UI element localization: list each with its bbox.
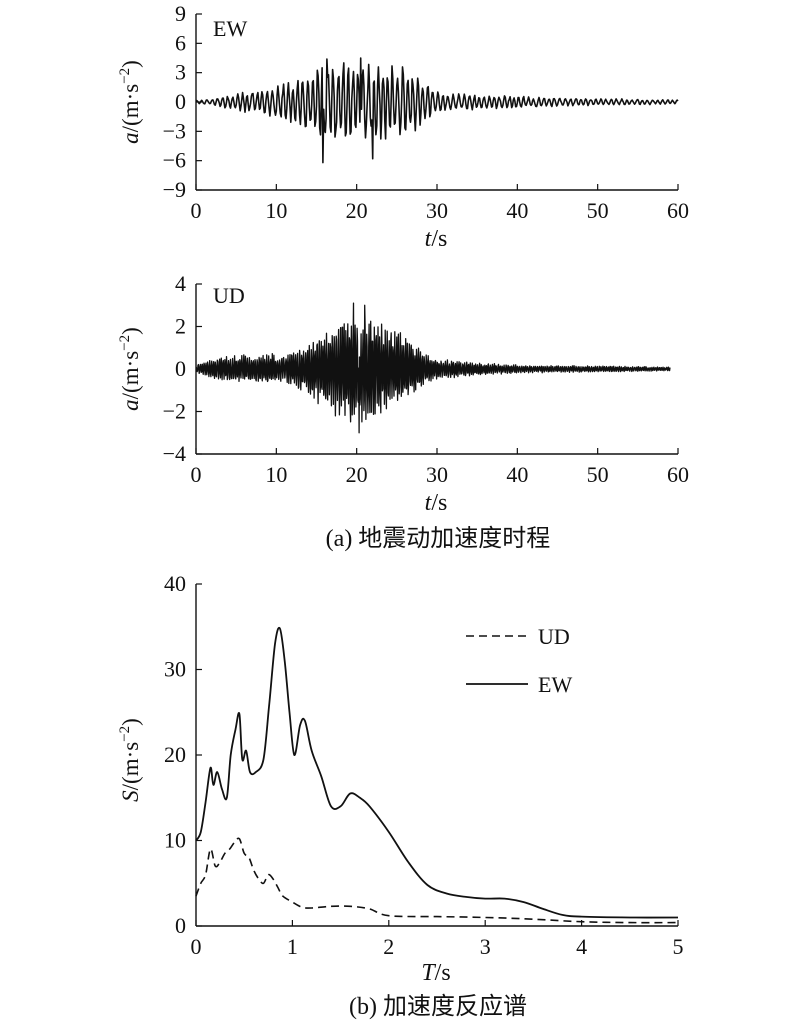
spectrum-y-tick-label: 0 [175, 913, 186, 938]
spectrum-x-tick-label: 0 [191, 934, 202, 959]
ew-x-tick-label: 30 [426, 198, 448, 223]
spectrum-x-tick-label: 1 [287, 934, 298, 959]
ew-y-tick-label: −3 [163, 118, 186, 143]
legend: UD EW [466, 624, 572, 697]
caption-b: (b) 加速度反应谱 [349, 993, 527, 1020]
ew-y-axis-label: a/(m·s−2) [117, 60, 143, 144]
spectrum-x-tick-label: 5 [673, 934, 684, 959]
ud-y-tick-label: 2 [175, 314, 186, 339]
ud-y-tick-label: 0 [175, 356, 186, 381]
ud-x-tick-label: 0 [191, 462, 202, 487]
ud-x-tick-label: 60 [667, 462, 689, 487]
ud-spectrum-line [195, 837, 679, 924]
ew-x-tick-label: 60 [667, 198, 689, 223]
response-spectrum-chart: 0 1 2 3 4 5 0 10 20 30 40 UD EW T/s S/(m·s−2) [117, 571, 684, 986]
ew-y-tick-label: 9 [175, 1, 186, 26]
legend-ud-label: UD [538, 624, 570, 649]
spectrum-x-tick-label: 3 [480, 934, 491, 959]
ud-panel-tag: UD [213, 283, 245, 308]
ew-y-tick-label: 0 [175, 89, 186, 114]
ew-x-tick-label: 10 [265, 198, 287, 223]
ud-x-tick-label: 40 [506, 462, 528, 487]
ud-y-tick-label: −4 [163, 441, 186, 466]
spectrum-x-tick-label: 2 [383, 934, 394, 959]
ew-y-tick-label: −9 [163, 177, 186, 202]
ud-x-tick-label: 50 [587, 462, 609, 487]
spectrum-y-tick-label: 30 [164, 657, 186, 682]
ew-y-tick-label: 3 [175, 60, 186, 85]
spectrum-x-axis-label: T/s [421, 960, 450, 986]
ud-y-tick-label: 4 [175, 271, 186, 296]
ew-x-tick-label: 0 [191, 198, 202, 223]
ud-x-tick-label: 30 [426, 462, 448, 487]
ud-y-axis-label: a/(m·s−2) [117, 327, 143, 411]
caption-a: (a) 地震动加速度时程 [326, 525, 551, 552]
spectrum-y-tick-label: 10 [164, 828, 186, 853]
ew-spectrum-line [195, 626, 679, 919]
ew-y-tick-label: 6 [175, 30, 186, 55]
legend-ew-label: EW [538, 672, 572, 697]
ew-x-tick-label: 20 [346, 198, 368, 223]
ew-acceleration-trace [195, 57, 679, 164]
spectrum-y-tick-label: 40 [164, 571, 186, 596]
ud-y-tick-label: −2 [163, 399, 186, 424]
spectrum-y-axis-label: S/(m·s−2) [117, 718, 143, 802]
ew-x-tick-label: 40 [506, 198, 528, 223]
ud-x-tick-label: 20 [346, 462, 368, 487]
ud-acceleration-trace [195, 302, 671, 434]
ud-x-tick-label: 10 [265, 462, 287, 487]
spectrum-x-tick-label: 4 [576, 934, 587, 959]
ew-panel-tag: EW [213, 16, 247, 41]
ew-y-tick-label: −6 [163, 148, 186, 173]
ew-x-axis-label: t/s [425, 226, 448, 252]
ew-x-tick-label: 50 [587, 198, 609, 223]
ud-x-axis-label: t/s [425, 490, 448, 516]
spectrum-y-tick-label: 20 [164, 742, 186, 767]
